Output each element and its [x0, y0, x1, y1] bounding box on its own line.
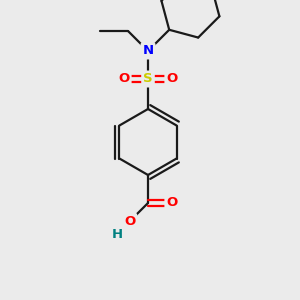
Text: O: O	[167, 196, 178, 209]
Text: N: N	[142, 44, 154, 58]
Text: O: O	[167, 73, 178, 85]
Text: O: O	[118, 73, 130, 85]
Text: H: H	[111, 228, 122, 241]
Text: O: O	[124, 215, 135, 228]
Text: S: S	[143, 73, 153, 85]
